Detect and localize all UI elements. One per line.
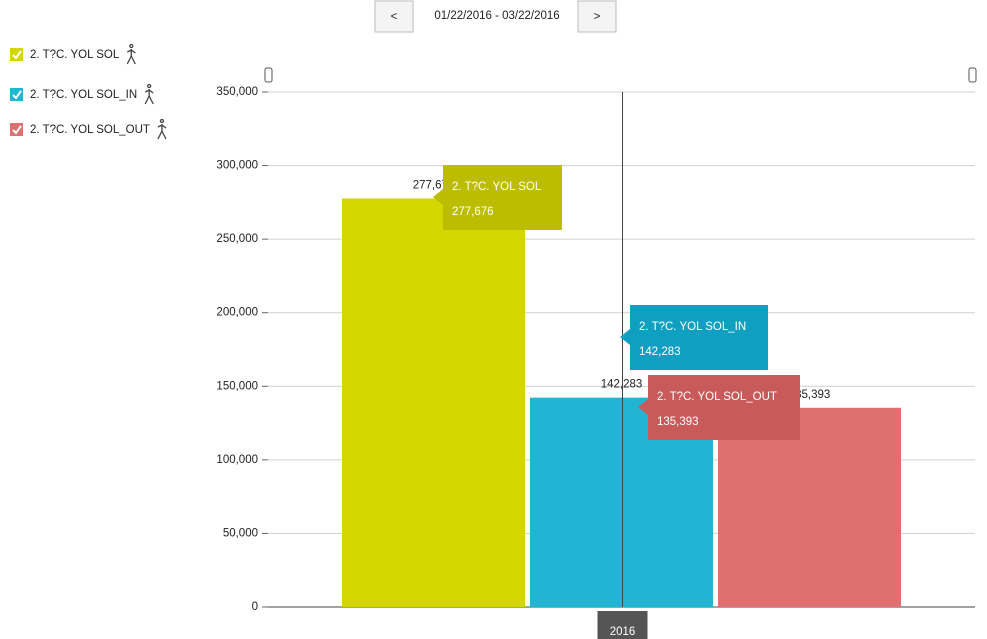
next-button[interactable]: [577, 0, 617, 33]
y-tick-label: 150,000: [216, 380, 258, 392]
y-tick-label: 0: [252, 601, 258, 613]
legend-icon: [144, 83, 154, 105]
y-tick-label: 300,000: [216, 160, 258, 172]
prev-label[interactable]: <: [391, 11, 398, 23]
legend-label: 2. T?C. YOL SOL_OUT: [30, 124, 150, 136]
y-tick-label: 200,000: [216, 307, 258, 319]
y-tick-label: 250,000: [216, 233, 258, 245]
tooltip-name: 2. T?C. YOL SOL_IN: [639, 321, 746, 333]
tooltip-value: 142,283: [639, 346, 681, 358]
legend-check: [12, 50, 22, 60]
legend-check: [12, 125, 22, 135]
tooltip: [433, 165, 562, 230]
y-tick-label: 350,000: [216, 86, 258, 98]
slider-handle[interactable]: [264, 67, 273, 83]
date-range: 01/22/2016 - 03/22/2016: [434, 10, 559, 22]
legend-checkbox[interactable]: [10, 48, 23, 61]
tooltip-value: 135,393: [657, 416, 699, 428]
tooltip-name: 2. T?C. YOL SOL: [452, 181, 542, 193]
tooltip: [638, 375, 800, 440]
data-label: 142,283: [601, 379, 643, 391]
tooltip-value: 277,676: [452, 206, 494, 218]
legend-check: [12, 90, 22, 100]
bar: [342, 198, 525, 607]
legend-icon: [126, 43, 136, 65]
legend-checkbox[interactable]: [10, 88, 23, 101]
next-label[interactable]: >: [594, 11, 601, 23]
y-tick-label: 100,000: [216, 454, 258, 466]
bar: [718, 407, 901, 607]
prev-button[interactable]: [374, 0, 414, 33]
tooltip: [620, 305, 768, 370]
slider-handle[interactable]: [968, 67, 977, 83]
tooltip-name: 2. T?C. YOL SOL_OUT: [657, 391, 777, 403]
legend-icon: [157, 118, 167, 140]
y-tick-label: 50,000: [223, 527, 258, 539]
legend-label: 2. T?C. YOL SOL_IN: [30, 89, 137, 101]
x-label-box: [597, 611, 648, 639]
x-tick-label: 2016: [610, 626, 636, 638]
legend-label: 2. T?C. YOL SOL: [30, 49, 120, 61]
legend-checkbox[interactable]: [10, 123, 23, 136]
